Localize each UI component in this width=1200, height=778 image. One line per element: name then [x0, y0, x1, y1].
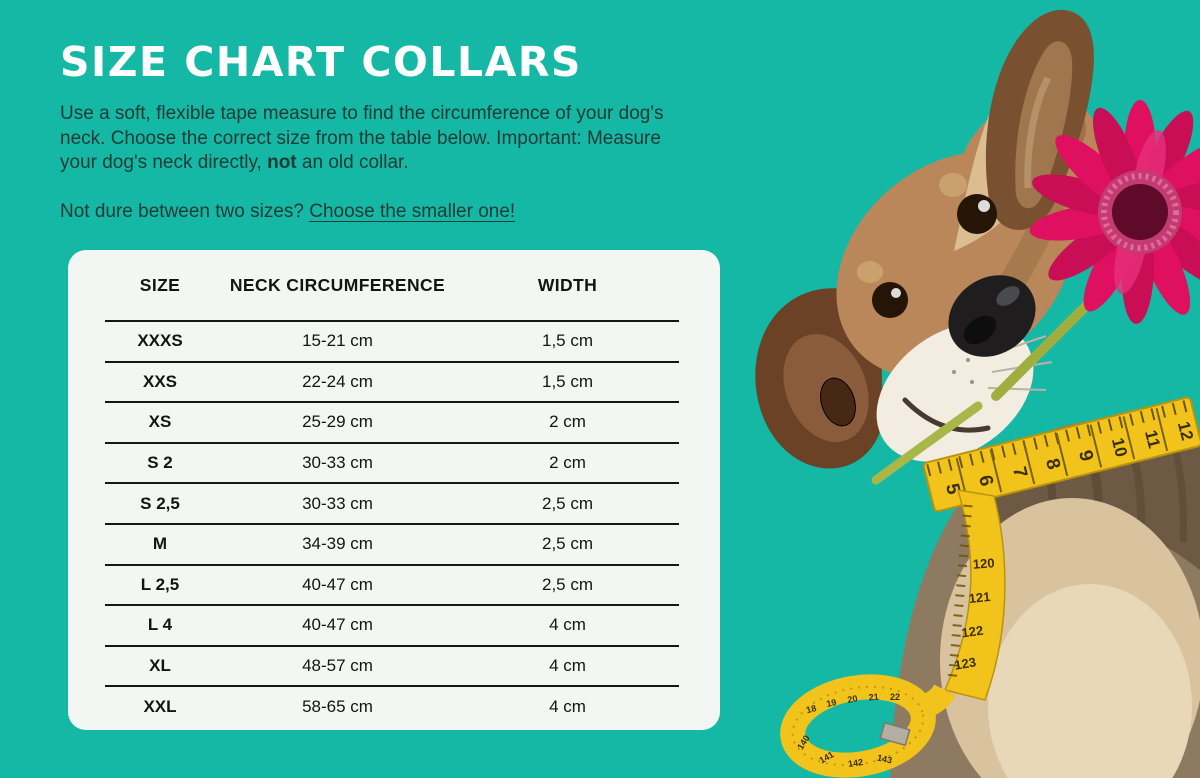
cell-width: 4 cm: [549, 696, 586, 716]
cell-width: 2,5 cm: [541, 574, 594, 594]
table-row: XL 48-57 cm 4 cm: [105, 647, 679, 688]
table-row: XXS 22-24 cm 1,5 cm: [105, 363, 679, 404]
cell-neck: 30-33 cm: [302, 493, 373, 513]
cell-size: S 2: [147, 453, 173, 473]
tape-number: 20: [847, 693, 859, 705]
intro-text-before: Use a soft, flexible tape measure to fin…: [60, 103, 664, 173]
cell-neck: 40-47 cm: [302, 574, 373, 594]
tape-number: 143: [876, 753, 893, 766]
intro-bold-word: not: [267, 152, 297, 173]
cell-width: 4 cm: [549, 656, 586, 676]
cell-neck: 15-21 cm: [302, 331, 373, 351]
measuring-tape-curl: 18 19 20 21 22 140 141 142 143: [780, 674, 956, 778]
table-row: M 34-39 cm 2,5 cm: [105, 525, 679, 566]
tape-number: 123: [953, 654, 977, 673]
cell-size: XXL: [143, 696, 177, 716]
tape-number: 121: [968, 589, 991, 606]
cell-size: XXXS: [137, 331, 183, 351]
tape-number: 22: [890, 692, 900, 702]
cell-width: 1,5 cm: [541, 371, 594, 391]
cell-width: 2 cm: [549, 453, 586, 473]
cell-width: 1,5 cm: [541, 331, 594, 351]
header-size: SIZE: [139, 274, 181, 295]
intro-text: Use a soft, flexible tape measure to fin…: [60, 102, 700, 176]
content-column: SIZE CHART COLLARS Use a soft, flexible …: [60, 38, 730, 224]
tape-number: 12: [1174, 419, 1197, 442]
prompt-text: Not dure between two sizes? Choose the s…: [60, 200, 730, 224]
cell-size: S 2,5: [140, 493, 180, 513]
tape-number: 7: [1008, 465, 1031, 480]
table-row: L 4 40-47 cm 4 cm: [105, 606, 679, 647]
dog-eyes: [872, 194, 997, 318]
size-chart-card: SIZE NECK CIRCUMFERENCE WIDTH XXXS 15-21…: [68, 250, 720, 730]
table-row: L 2,5 40-47 cm 2,5 cm: [105, 566, 679, 607]
cell-neck: 25-29 cm: [302, 412, 373, 432]
table-row: S 2 30-33 cm 2 cm: [105, 444, 679, 485]
table-row: XS 25-29 cm 2 cm: [105, 403, 679, 444]
tape-number: 8: [1041, 456, 1064, 471]
cell-neck: 30-33 cm: [302, 453, 373, 473]
measuring-tape-strip: 120 121 122 123: [943, 489, 1006, 701]
tape-number: 122: [961, 623, 985, 641]
tape-number: 21: [868, 692, 879, 703]
prompt-question: Not dure between two sizes?: [60, 200, 310, 222]
upright-ear: [985, 9, 1094, 230]
cell-width: 2,5 cm: [541, 493, 594, 513]
cell-size: XXS: [142, 371, 178, 391]
cell-neck: 48-57 cm: [302, 656, 373, 676]
page-title: SIZE CHART COLLARS: [60, 38, 582, 86]
cell-neck: 58-65 cm: [302, 696, 373, 716]
cell-size: L 4: [147, 615, 173, 635]
cell-width: 4 cm: [549, 615, 586, 635]
cell-size: M: [152, 534, 168, 554]
cell-size: L 2,5: [140, 574, 180, 594]
tape-number: 18: [805, 703, 817, 715]
tape-number: 10: [1108, 436, 1131, 459]
dog-photo: 5 6 7 8 9 10 11 12 120 121 122 123 18 19…: [755, 9, 1200, 778]
dog-eye-right: [957, 194, 997, 234]
gerbera-flower: [1029, 100, 1200, 324]
header-width: WIDTH: [537, 274, 598, 295]
cell-neck: 40-47 cm: [302, 615, 373, 635]
table-row: S 2,5 30-33 cm 2,5 cm: [105, 484, 679, 525]
choose-smaller-size-link[interactable]: Choose the smaller one!: [309, 200, 516, 222]
dog-eye-left: [872, 282, 908, 318]
cell-size: XS: [148, 412, 172, 432]
tape-number: 142: [847, 757, 863, 769]
cell-neck: 34-39 cm: [302, 534, 373, 554]
intro-text-after: an old collar.: [296, 152, 409, 173]
table-row: XXXS 15-21 cm 1,5 cm: [105, 322, 679, 363]
header-neck-circumference: NECK CIRCUMFERENCE: [229, 274, 446, 295]
cell-width: 2 cm: [549, 412, 586, 432]
tape-number: 9: [1074, 448, 1097, 463]
table-header-row: SIZE NECK CIRCUMFERENCE WIDTH: [105, 250, 679, 322]
table-row: XXL 58-65 cm 4 cm: [105, 687, 679, 726]
tape-number: 11: [1141, 428, 1164, 450]
tape-number: 19: [825, 697, 837, 709]
cell-neck: 22-24 cm: [302, 371, 373, 391]
measuring-tape-band: 5 6 7 8 9 10 11 12: [922, 396, 1200, 513]
cell-width: 2,5 cm: [541, 534, 594, 554]
cell-size: XL: [149, 656, 171, 676]
tape-number: 6: [974, 473, 997, 488]
tape-number: 120: [972, 555, 995, 571]
